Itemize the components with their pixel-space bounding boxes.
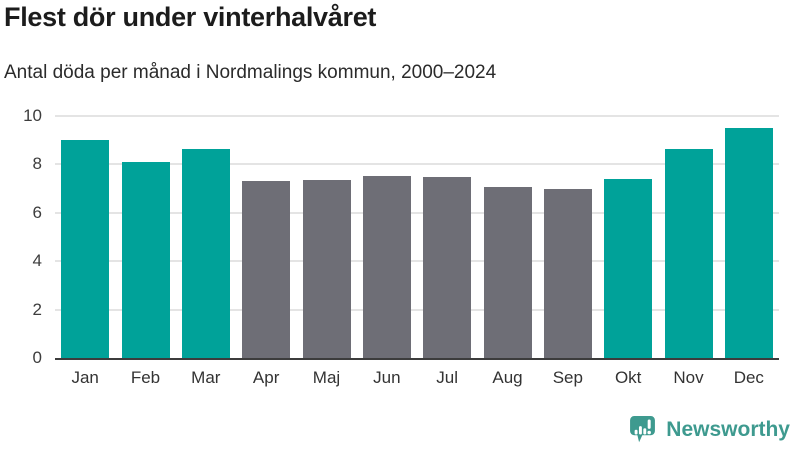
y-axis-tick-2: 2	[32, 299, 42, 319]
x-axis-label-mar: Mar	[191, 368, 221, 387]
y-axis-tick-6: 6	[32, 202, 42, 222]
y-axis-tick-0: 0	[32, 348, 42, 367]
plot-area: 0 2 4 6 8 10 Jan Feb Mar Apr Maj Jun Jul Aug Sep Okt Nov…	[23, 106, 779, 387]
bar-jun	[362, 176, 411, 358]
newsworthy-logo-icon	[628, 415, 657, 444]
gridline-10	[55, 115, 779, 117]
x-axis-label-dec: Dec	[733, 368, 764, 387]
x-axis-label-aug: Aug	[492, 368, 523, 387]
x-axis-line	[55, 358, 779, 360]
gridline-4	[55, 260, 779, 263]
chart-title: Flest dör under vinterhalvåret	[4, 2, 377, 32]
x-axis-label-maj: Maj	[312, 368, 341, 387]
gridline-2	[55, 308, 779, 311]
x-axis-label-sep: Sep	[552, 368, 583, 387]
gridline-6	[55, 211, 779, 214]
bar-jan	[61, 140, 110, 358]
y-axis-tick-4: 4	[32, 251, 42, 271]
brand-name: Newsworthy	[666, 417, 790, 441]
bar-maj	[302, 179, 351, 358]
x-axis-label-jan: Jan	[71, 368, 99, 387]
x-axis-label-feb: Feb	[130, 368, 161, 387]
bar-dec	[724, 127, 773, 358]
bar-okt	[604, 178, 653, 358]
x-axis-label-jun: Jun	[373, 368, 401, 387]
bar-jul	[423, 176, 472, 358]
bar-nov	[664, 148, 713, 358]
x-axis-label-apr: Apr	[252, 368, 280, 387]
x-axis-label-jul: Jul	[436, 368, 459, 387]
bar-apr	[242, 180, 291, 358]
bar-feb	[121, 162, 170, 358]
bar-sep	[543, 188, 592, 358]
chart-subtitle: Antal döda per månad i Nordmalings kommu…	[4, 62, 497, 83]
y-axis-tick-10: 10	[23, 106, 42, 125]
bar-mar	[181, 148, 230, 358]
bar-aug	[483, 186, 532, 358]
y-axis-tick-8: 8	[32, 154, 42, 174]
x-axis-label-nov: Nov	[673, 368, 704, 387]
brand-link[interactable]: Newsworthy	[628, 415, 790, 444]
x-axis-label-okt: Okt	[614, 368, 642, 387]
gridline-8	[55, 163, 779, 166]
